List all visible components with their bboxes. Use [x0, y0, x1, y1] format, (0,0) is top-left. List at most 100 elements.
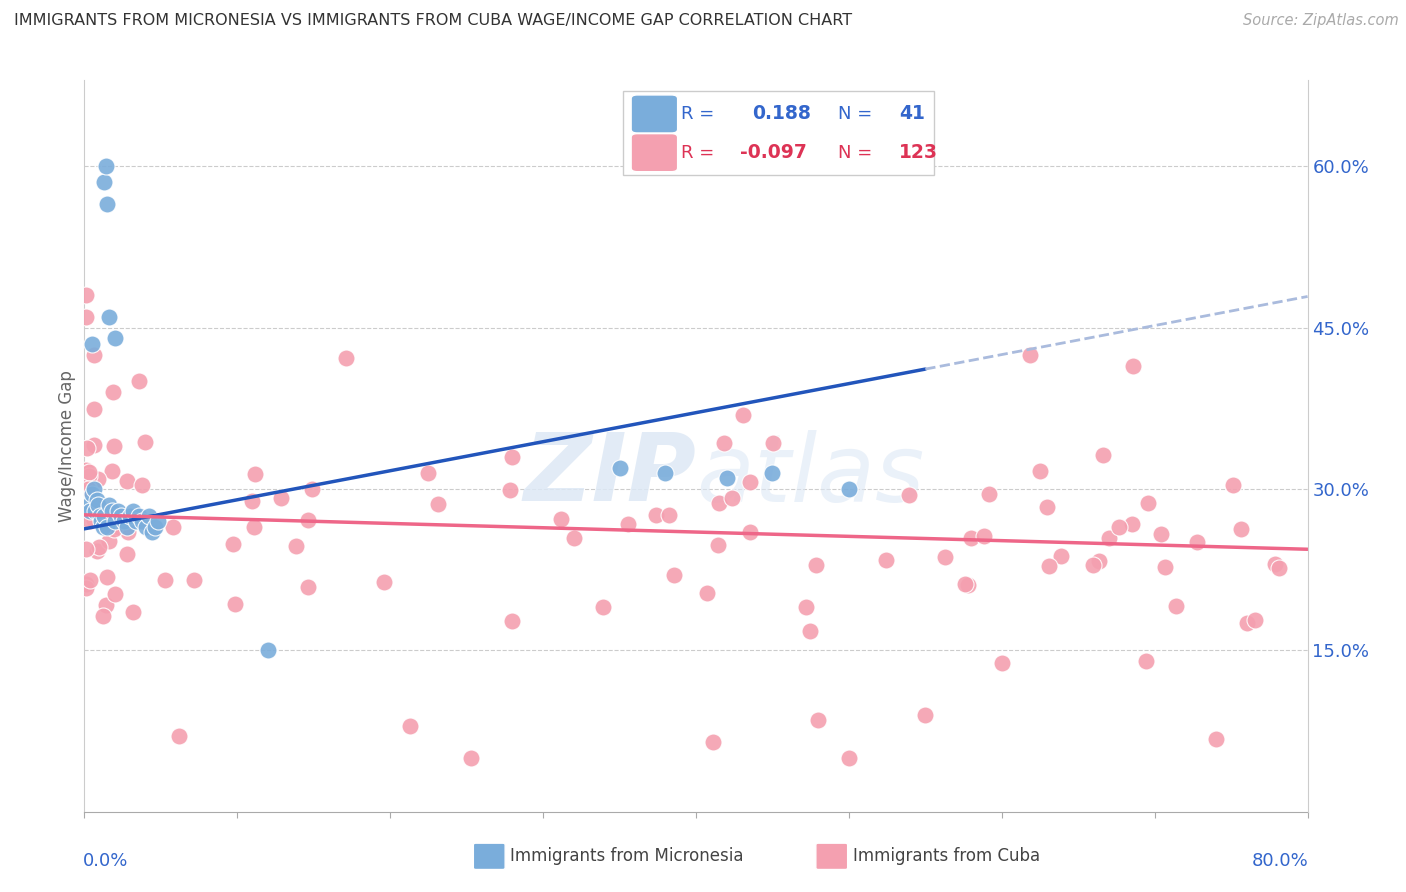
Point	[257, 643, 280, 657]
Point	[122, 605, 145, 619]
Point	[80, 487, 103, 501]
Point	[77, 483, 100, 497]
Point	[1243, 613, 1265, 627]
Point	[562, 531, 585, 545]
Point	[738, 525, 761, 540]
Point	[550, 512, 572, 526]
Point	[75, 310, 97, 324]
Point	[91, 519, 114, 533]
Point	[399, 719, 422, 733]
Text: N =: N =	[838, 105, 872, 123]
Point	[592, 600, 614, 615]
Point	[1035, 500, 1057, 515]
Point	[1267, 560, 1289, 574]
Point	[84, 503, 107, 517]
FancyBboxPatch shape	[623, 91, 935, 176]
Point	[103, 438, 125, 452]
Point	[131, 514, 153, 528]
Point	[108, 508, 131, 523]
Text: ZIP: ZIP	[523, 429, 696, 521]
Point	[222, 536, 245, 550]
Point	[96, 197, 118, 211]
Point	[460, 751, 482, 765]
Point	[96, 519, 118, 533]
Point	[658, 508, 681, 522]
Point	[83, 512, 105, 526]
Point	[897, 488, 920, 502]
Point	[934, 550, 956, 565]
FancyBboxPatch shape	[474, 843, 505, 870]
Point	[1108, 520, 1130, 534]
Point	[167, 730, 190, 744]
Point	[76, 483, 98, 497]
Point	[112, 514, 135, 528]
Point	[761, 466, 783, 480]
Point	[427, 497, 450, 511]
Text: R =: R =	[682, 144, 714, 161]
Point	[1050, 549, 1073, 563]
Point	[838, 482, 860, 496]
Point	[115, 519, 138, 533]
Text: 41: 41	[898, 104, 925, 123]
Point	[696, 586, 718, 600]
Point	[243, 467, 266, 481]
Point	[86, 544, 108, 558]
Point	[89, 508, 111, 523]
Point	[224, 597, 246, 611]
Point	[991, 656, 1014, 670]
Point	[83, 348, 105, 362]
Text: 0.0%: 0.0%	[83, 852, 128, 870]
Point	[914, 707, 936, 722]
Point	[1236, 615, 1258, 630]
Text: N =: N =	[838, 144, 872, 161]
Point	[373, 574, 395, 589]
Point	[94, 159, 117, 173]
Point	[131, 477, 153, 491]
Point	[122, 503, 145, 517]
Point	[91, 608, 114, 623]
Point	[1098, 532, 1121, 546]
Point	[794, 599, 817, 614]
Point	[240, 494, 263, 508]
Point	[94, 510, 117, 524]
Point	[973, 528, 995, 542]
Point	[617, 516, 640, 531]
Point	[97, 498, 120, 512]
Point	[83, 437, 105, 451]
Point	[146, 514, 169, 528]
FancyBboxPatch shape	[815, 843, 848, 870]
Point	[183, 573, 205, 587]
Point	[103, 522, 125, 536]
Point	[720, 491, 742, 506]
Point	[75, 541, 97, 556]
Point	[838, 751, 860, 765]
Point	[1081, 558, 1104, 572]
Point	[98, 534, 121, 549]
FancyBboxPatch shape	[631, 134, 678, 171]
Point	[79, 503, 101, 517]
Point	[153, 573, 176, 587]
Point	[664, 567, 686, 582]
Text: Immigrants from Micronesia: Immigrants from Micronesia	[510, 847, 744, 865]
Point	[104, 331, 127, 345]
Text: 123: 123	[898, 143, 938, 162]
Point	[110, 508, 132, 523]
Point	[86, 492, 108, 507]
Y-axis label: Wage/Income Gap: Wage/Income Gap	[58, 370, 76, 522]
Point	[93, 176, 115, 190]
Point	[94, 508, 117, 523]
Point	[83, 482, 105, 496]
Point	[979, 487, 1001, 501]
Point	[77, 498, 100, 512]
Point	[128, 375, 150, 389]
Point	[1092, 448, 1115, 462]
Point	[96, 598, 118, 612]
Point	[301, 482, 323, 496]
Text: Source: ZipAtlas.com: Source: ZipAtlas.com	[1243, 13, 1399, 29]
Text: atlas: atlas	[696, 430, 924, 521]
Point	[1154, 560, 1177, 574]
Point	[75, 577, 97, 591]
Point	[609, 460, 631, 475]
Point	[75, 288, 97, 302]
Point	[807, 714, 830, 728]
